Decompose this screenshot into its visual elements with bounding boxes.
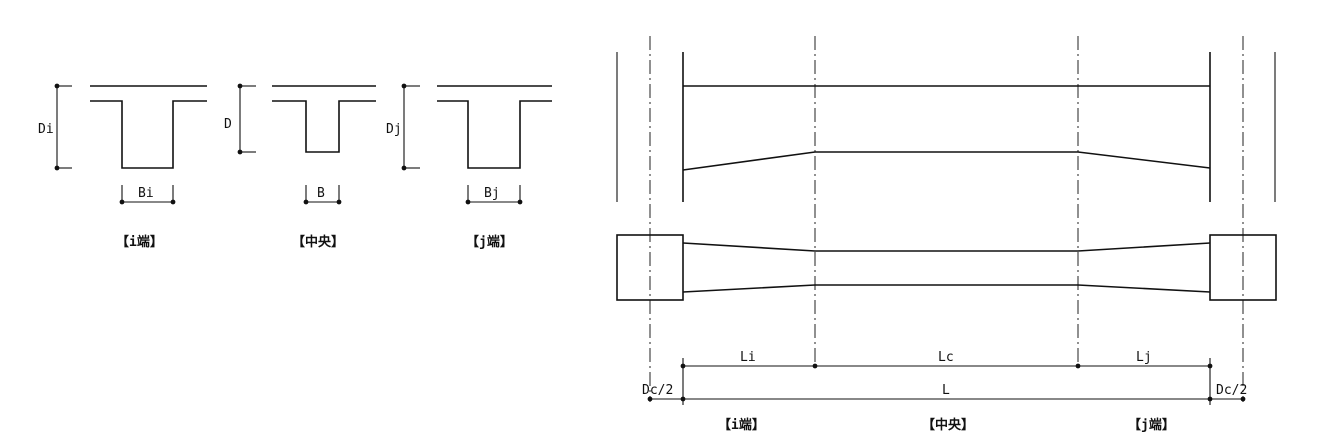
caption-elevation-i: 【i端】 (718, 417, 765, 433)
depth-label-j: Dj (386, 122, 402, 137)
caption-center: 【中央】 (292, 234, 344, 250)
width-label-center: B (317, 186, 325, 201)
section-center: D B 【中央】 (224, 83, 376, 250)
dim-label-dc-right: Dc/2 (1216, 383, 1247, 398)
column-right (1209, 234, 1277, 301)
grid-lines (649, 36, 1244, 402)
dim-label-lc: Lc (938, 350, 954, 365)
caption-elevation-center: 【中央】 (922, 417, 974, 433)
caption-j-end: 【j端】 (466, 234, 513, 250)
dim-label-dc-left: Dc/2 (642, 383, 673, 398)
width-label-i: Bi (138, 186, 154, 201)
caption-elevation-j: 【j端】 (1128, 417, 1175, 433)
depth-label-i: Di (38, 122, 54, 137)
column-lines (616, 52, 1276, 202)
dimension-lines (647, 358, 1246, 405)
column-left (616, 234, 684, 301)
beam-plan (616, 234, 1277, 301)
section-j-end: Dj Bj 【j端】 (386, 83, 552, 250)
width-label-j: Bj (484, 186, 500, 201)
section-i-end: Di Bi 【i端】 (38, 83, 207, 250)
dim-label-l: L (942, 383, 950, 398)
beam-elevation (682, 85, 1211, 171)
dim-label-lj: Lj (1136, 350, 1152, 365)
depth-label-center: D (224, 117, 232, 132)
dim-label-li: Li (740, 350, 756, 365)
caption-i-end: 【i端】 (116, 234, 163, 250)
